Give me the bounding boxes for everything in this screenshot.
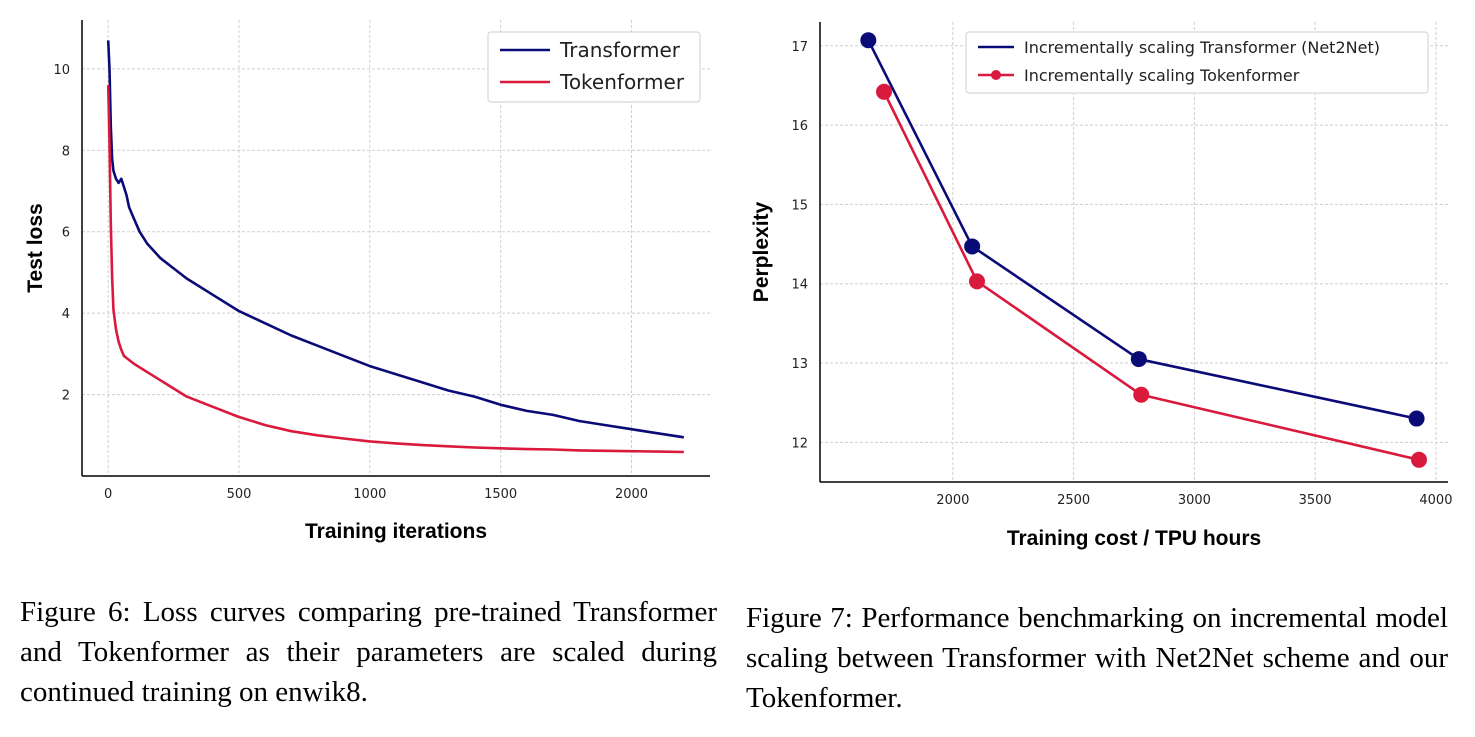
- series-line: [106, 40, 684, 439]
- x-tick-label: 2000: [615, 487, 648, 502]
- y-tick-label: 16: [791, 119, 808, 134]
- series-2: [106, 85, 684, 454]
- series-2: [876, 83, 1428, 468]
- data-point: [876, 83, 893, 100]
- series-line: [867, 39, 1417, 420]
- x-tick-label: 500: [227, 487, 252, 502]
- legend: Transformer Tokenformer: [487, 31, 701, 103]
- y-tick-label: 15: [791, 198, 808, 213]
- figure7-caption: Figure 7: Performance benchmarking on in…: [746, 602, 1448, 714]
- x-tick-label: 0: [104, 487, 112, 502]
- legend-label: Incrementally scaling Transformer (Net2N…: [1024, 38, 1380, 57]
- series-line: [882, 91, 1420, 462]
- series-line: [106, 85, 684, 454]
- series-1: [860, 32, 1425, 427]
- x-tick-label: 1000: [353, 487, 386, 502]
- y-tick-label: 10: [53, 63, 70, 78]
- data-point: [860, 32, 877, 49]
- x-axis-title: Training iterations: [305, 520, 487, 543]
- legend-label: Transformer: [559, 38, 681, 62]
- x-tick-label: 4000: [1419, 493, 1452, 508]
- x-tick-label: 2000: [936, 493, 969, 508]
- y-tick-label: 14: [791, 278, 808, 293]
- figure6-caption: Figure 6: Loss curves comparing pre-trai…: [20, 596, 717, 708]
- series-1: [106, 40, 684, 439]
- y-tick-label: 12: [791, 436, 808, 451]
- legend-marker: [991, 70, 1001, 80]
- loss-curve-chart: 0 500 1000 1500 2000 2 4 6 8 10 Training iteration…: [24, 20, 710, 543]
- data-point: [964, 238, 981, 255]
- y-tick-label: 6: [62, 226, 70, 241]
- y-tick-label: 4: [62, 307, 70, 322]
- data-point: [1130, 351, 1147, 368]
- y-tick-label: 2: [62, 389, 70, 404]
- perplexity-chart: 2000 2500 3000 3500 4000 12 13 14 15 16 17 Training…: [750, 22, 1452, 550]
- legend-label: Tokenformer: [559, 70, 685, 94]
- data-point: [1133, 386, 1150, 403]
- y-axis-title: Test loss: [24, 203, 47, 292]
- x-tick-label: 2500: [1057, 493, 1090, 508]
- legend: Incrementally scaling Transformer (Net2N…: [965, 31, 1429, 94]
- y-tick-label: 17: [791, 40, 808, 55]
- data-point: [1411, 451, 1428, 468]
- y-tick-label: 13: [791, 357, 808, 372]
- x-axis-title: Training cost / TPU hours: [1007, 527, 1261, 550]
- data-point: [1408, 410, 1425, 427]
- y-tick-label: 8: [62, 144, 70, 159]
- grid-lines: [820, 22, 1448, 482]
- legend-box: [965, 31, 1429, 94]
- x-tick-label: 3000: [1178, 493, 1211, 508]
- x-tick-label: 1500: [484, 487, 517, 502]
- data-point: [969, 273, 985, 290]
- x-tick-label: 3500: [1299, 493, 1332, 508]
- y-axis-title: Perplexity: [750, 201, 773, 302]
- legend-label: Incrementally scaling Tokenformer: [1024, 66, 1300, 85]
